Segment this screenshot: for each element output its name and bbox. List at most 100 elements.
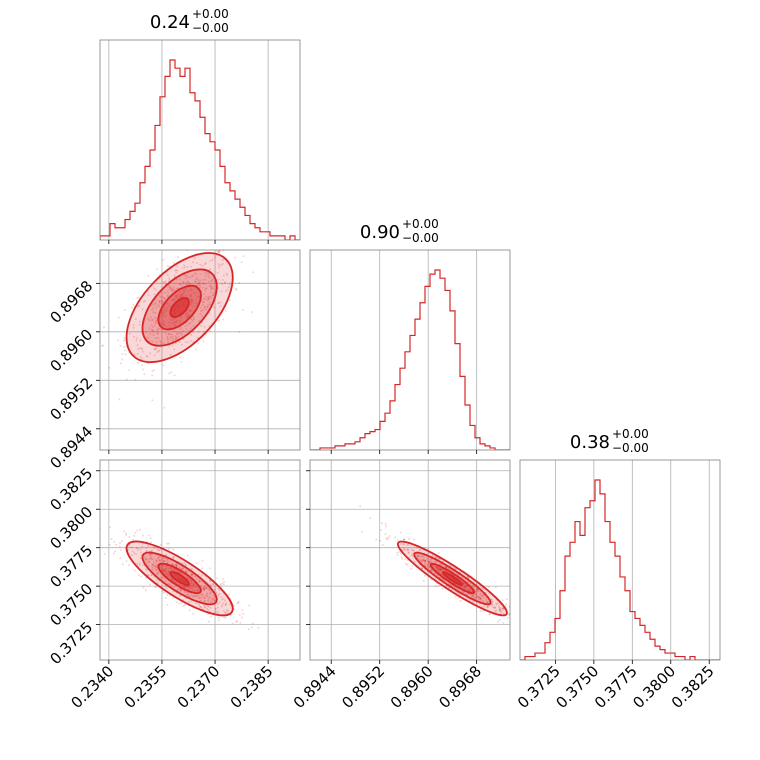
sample-point: [205, 595, 207, 597]
sample-point: [203, 600, 206, 603]
sample-point: [167, 570, 170, 573]
sample-point: [198, 295, 201, 297]
sample-point: [403, 538, 406, 541]
sample-point: [201, 596, 204, 598]
sample-point: [160, 300, 163, 302]
sample-point: [203, 307, 205, 310]
sample-point: [197, 595, 200, 598]
sample-point: [180, 562, 183, 564]
sample-point: [164, 280, 167, 283]
sample-point: [151, 558, 154, 561]
sample-point: [166, 270, 168, 273]
sample-point: [166, 594, 169, 596]
sample-point: [479, 610, 482, 612]
sample-point: [165, 587, 168, 589]
sample-point: [242, 309, 244, 311]
sample-point: [485, 592, 487, 594]
sample-point: [222, 250, 224, 252]
sample-point: [437, 570, 440, 572]
sample-point: [479, 602, 481, 605]
sample-point: [210, 284, 212, 287]
sample-point: [170, 567, 173, 569]
sample-point: [523, 625, 525, 627]
sample-point: [153, 347, 156, 350]
sample-point: [146, 290, 149, 292]
sample-point: [152, 303, 154, 305]
sample-point: [168, 571, 170, 573]
sample-point: [202, 594, 205, 596]
sample-point: [171, 335, 174, 338]
sample-point: [223, 581, 225, 583]
sample-point: [207, 305, 209, 308]
sample-point: [213, 292, 215, 295]
sample-point: [214, 588, 216, 591]
sample-point: [185, 281, 188, 284]
sample-point: [188, 282, 190, 284]
sample-point: [191, 299, 194, 302]
sample-point: [468, 588, 470, 590]
sample-point: [190, 265, 192, 268]
sample-point: [529, 641, 531, 643]
sample-point: [412, 555, 414, 558]
sample-point: [177, 294, 180, 296]
sample-point: [398, 551, 401, 553]
sample-point: [180, 588, 182, 590]
sample-point: [133, 569, 136, 572]
sample-point: [163, 568, 166, 571]
sample-point: [470, 588, 473, 591]
sample-point: [162, 281, 165, 284]
sample-point: [449, 568, 451, 571]
sample-point: [182, 281, 184, 284]
sample-point: [172, 580, 175, 582]
sample-point: [202, 589, 205, 591]
sample-point: [184, 604, 186, 606]
sample-point: [178, 332, 180, 335]
sample-point: [494, 611, 497, 614]
sample-point: [198, 281, 200, 284]
sample-point: [190, 301, 193, 303]
panel-frame: [99, 459, 301, 661]
sample-point: [172, 556, 175, 559]
sample-point: [184, 325, 187, 327]
sample-point: [175, 295, 178, 298]
sample-point: [419, 560, 421, 562]
sample-point: [115, 544, 117, 546]
sample-point: [174, 563, 177, 566]
sample-point: [192, 607, 195, 609]
sample-point: [169, 326, 171, 329]
sample-point: [218, 588, 221, 591]
sample-point: [235, 620, 238, 622]
sample-point: [165, 554, 167, 556]
sample-point: [162, 564, 164, 566]
sample-point: [406, 548, 408, 551]
sample-point: [148, 319, 151, 322]
sample-point: [234, 256, 236, 259]
sample-point: [478, 596, 481, 598]
sample-point: [174, 564, 177, 567]
sample-point: [201, 580, 204, 582]
sample-point: [202, 604, 205, 607]
sample-point: [451, 570, 453, 572]
sample-point: [407, 548, 410, 551]
sample-point: [488, 604, 490, 607]
sample-point: [173, 276, 176, 279]
sample-point: [198, 296, 201, 298]
histogram-1: [310, 269, 510, 450]
sample-point: [153, 369, 155, 371]
sample-point: [194, 272, 196, 275]
sample-point: [486, 605, 488, 608]
sample-point: [201, 309, 204, 312]
sample-point: [140, 554, 143, 557]
sample-point: [217, 286, 219, 289]
sample-point: [102, 344, 104, 347]
sample-point: [462, 586, 465, 588]
sample-point: [206, 592, 208, 595]
sample-point: [138, 304, 140, 307]
sample-point: [475, 593, 477, 595]
sample-point: [190, 294, 192, 297]
sample-point: [220, 605, 223, 608]
sample-point: [227, 610, 230, 612]
sample-point: [410, 554, 413, 556]
sample-point: [153, 547, 155, 550]
sample-point: [161, 301, 164, 304]
